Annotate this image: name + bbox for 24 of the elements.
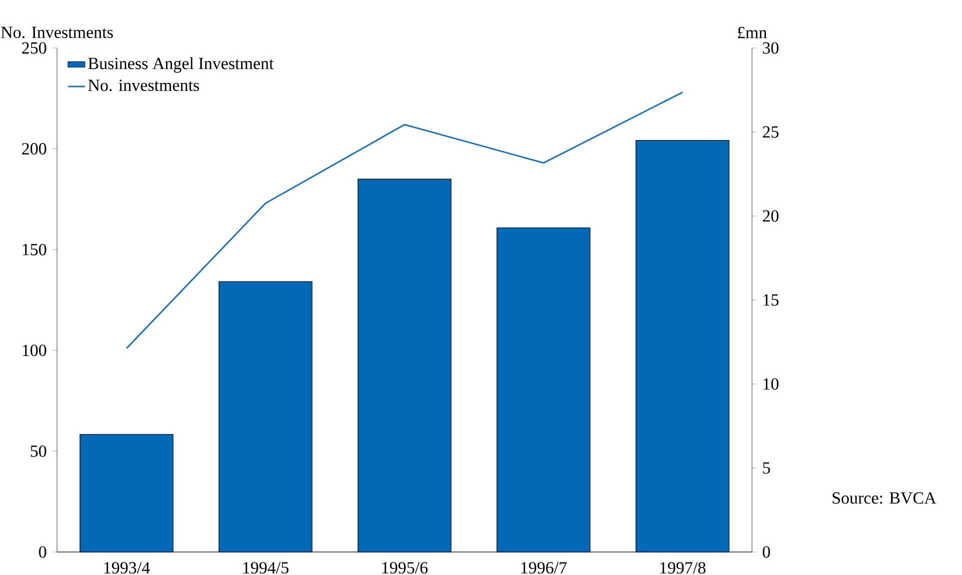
y2-tick-label: 5 — [763, 462, 770, 474]
y-tick-label: 250 — [22, 42, 46, 54]
y2-tick-label: 15 — [764, 294, 778, 306]
y-tick-label: 50 — [30, 445, 46, 457]
legend-label: Business Angel Investment — [88, 57, 274, 73]
x-tick-label: 1996/7 — [521, 562, 567, 574]
x-tick-label: 1993/4 — [104, 562, 150, 574]
y-axis-title: No. Investments — [1, 26, 113, 38]
legend-label: No. investments — [88, 80, 200, 92]
y-tick-label: 150 — [22, 244, 46, 256]
y2-axis-title: £mn — [738, 26, 767, 38]
y2-tick-label: 25 — [762, 126, 778, 138]
source-note: Source: BVCA — [832, 492, 936, 504]
line-series — [126, 92, 684, 350]
y-tick-label: 100 — [22, 344, 46, 356]
y-tick-label: 200 — [22, 143, 46, 155]
y2-tick-label: 10 — [764, 378, 778, 390]
y-tick-label: 0 — [39, 546, 46, 558]
x-tick-label: 1995/6 — [382, 562, 428, 574]
y2-tick-label: 20 — [762, 210, 778, 222]
x-tick-label: 1997/8 — [660, 562, 706, 574]
y2-tick-label: 30 — [762, 42, 778, 54]
y2-tick-label: 0 — [762, 546, 770, 558]
x-tick-label: 1994/5 — [243, 562, 288, 574]
